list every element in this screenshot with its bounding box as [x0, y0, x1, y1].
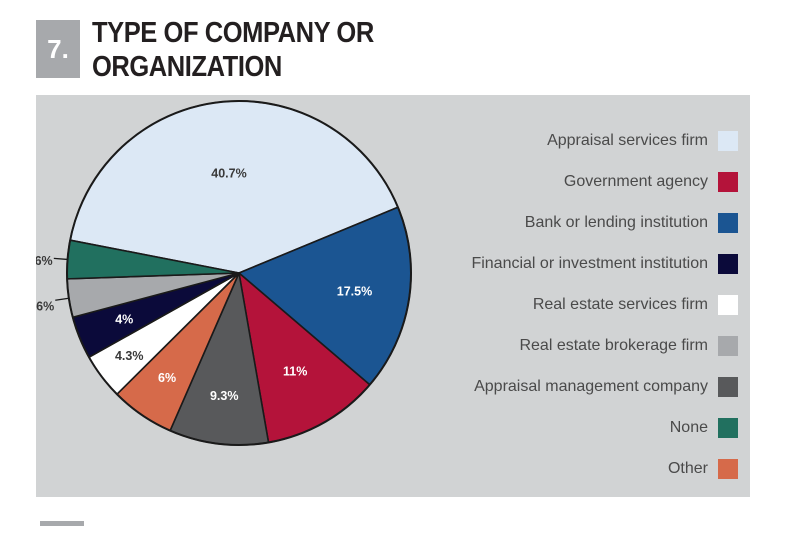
chart-title: TYPE OF COMPANY OR ORGANIZATION [92, 16, 462, 84]
chart-panel: 40.7% 17.5% 11% 9.3% 6% 4.3% 4% 3.6% 3.6% Apprai… [36, 95, 750, 497]
legend-label: Appraisal management company [474, 377, 708, 395]
legend-label: Financial or investment institution [471, 254, 708, 272]
legend-swatch [718, 294, 738, 315]
legend-label: Appraisal services firm [547, 131, 708, 149]
legend-item-real-estate-services-firm: Real estate services firm [471, 284, 738, 325]
legend-swatch [718, 417, 738, 438]
legend-label: Other [667, 459, 708, 477]
legend-item-none: None [471, 407, 738, 448]
data-label-other: 6% [158, 371, 176, 385]
legend-item-financial-or-investment-institution: Financial or investment institution [471, 243, 738, 284]
legend-item-appraisal-management-company: Appraisal management company [471, 366, 738, 407]
leader-line-none [53, 257, 68, 261]
data-label-financial-or-investment-institution: 4% [115, 313, 133, 327]
legend-swatch [718, 253, 738, 274]
legend-item-government-agency: Government agency [471, 161, 738, 202]
legend-item-other: Other [471, 448, 738, 489]
pie-chart: 40.7% 17.5% 11% 9.3% 6% 4.3% 4% 3.6% 3.6% [36, 100, 412, 446]
data-label-bank-or-lending-institution: 17.5% [337, 284, 372, 298]
data-label-real-estate-brokerage-firm: 3.6% [36, 300, 54, 314]
section-number-badge: 7. [36, 20, 80, 78]
data-label-appraisal-management-company: 9.3% [210, 389, 239, 403]
data-label-government-agency: 11% [283, 365, 307, 379]
legend-swatch [718, 335, 738, 356]
legend-label: Bank or lending institution [524, 213, 708, 231]
legend-swatch [718, 212, 738, 233]
legend-item-bank-or-lending-institution: Bank or lending institution [471, 202, 738, 243]
data-label-appraisal-services-firm: 40.7% [211, 167, 246, 181]
legend-swatch [718, 376, 738, 397]
legend-swatch [718, 171, 738, 192]
legend-label: None [669, 418, 708, 436]
legend-label: Real estate brokerage firm [519, 336, 708, 354]
legend-swatch [718, 130, 738, 151]
footer-divider [40, 521, 84, 526]
chart-legend: Appraisal services firm Government agency… [471, 120, 738, 489]
legend-swatch [718, 458, 738, 479]
legend-item-real-estate-brokerage-firm: Real estate brokerage firm [471, 325, 738, 366]
data-label-none: 3.6% [36, 254, 53, 268]
pie-outline [66, 100, 412, 446]
leader-line-real-estate-brokerage-firm [55, 297, 69, 301]
chart-title-line-2: ORGANIZATION [92, 51, 282, 83]
legend-item-appraisal-services-firm: Appraisal services firm [471, 120, 738, 161]
legend-label: Real estate services firm [532, 295, 708, 313]
chart-title-line-1: TYPE OF COMPANY OR [92, 17, 374, 49]
data-label-real-estate-services-firm: 4.3% [115, 349, 144, 363]
legend-label: Government agency [563, 172, 708, 190]
